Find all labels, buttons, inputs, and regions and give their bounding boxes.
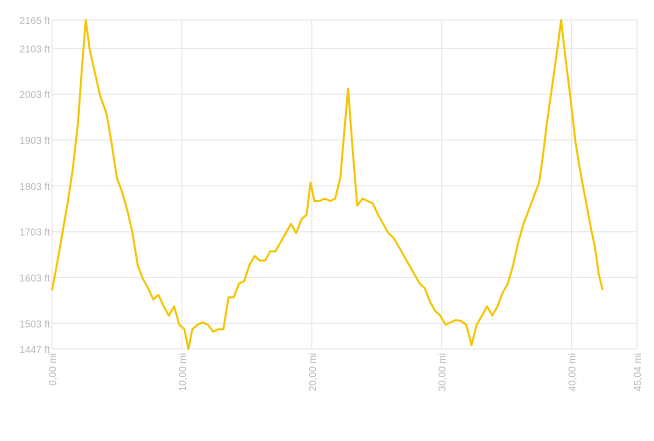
y-tick-label: 2165 ft bbox=[19, 16, 50, 27]
x-tick-label: 10,00 mi bbox=[178, 353, 189, 391]
y-tick-label: 1803 ft bbox=[19, 182, 50, 193]
grid bbox=[51, 19, 638, 350]
y-tick-label: 2003 ft bbox=[19, 90, 50, 101]
y-tick-label: 1603 ft bbox=[19, 274, 50, 285]
y-tick-label: 2103 ft bbox=[19, 44, 50, 55]
x-tick-label: 40,00 mi bbox=[568, 353, 579, 391]
x-tick-label: 0,00 mi bbox=[48, 353, 59, 386]
y-tick-label: 1503 ft bbox=[19, 319, 50, 330]
y-tick-label: 1447 ft bbox=[19, 345, 50, 356]
y-axis-labels: 1447 ft 1503 ft 1603 ft 1703 ft 1803 ft 1903 … bbox=[19, 16, 50, 356]
x-axis-labels: 0,00 mi 10,00 mi 20,00 mi 30,00 mi 40,00 mi 4… bbox=[48, 353, 644, 391]
y-tick-label: 1903 ft bbox=[19, 136, 50, 147]
x-tick-label: 30,00 mi bbox=[438, 353, 449, 391]
x-tick-label: 20,00 mi bbox=[308, 353, 319, 391]
x-tick-label: 45,04 mi bbox=[633, 353, 644, 391]
y-tick-label: 1703 ft bbox=[19, 228, 50, 239]
elevation-line bbox=[51, 19, 604, 350]
